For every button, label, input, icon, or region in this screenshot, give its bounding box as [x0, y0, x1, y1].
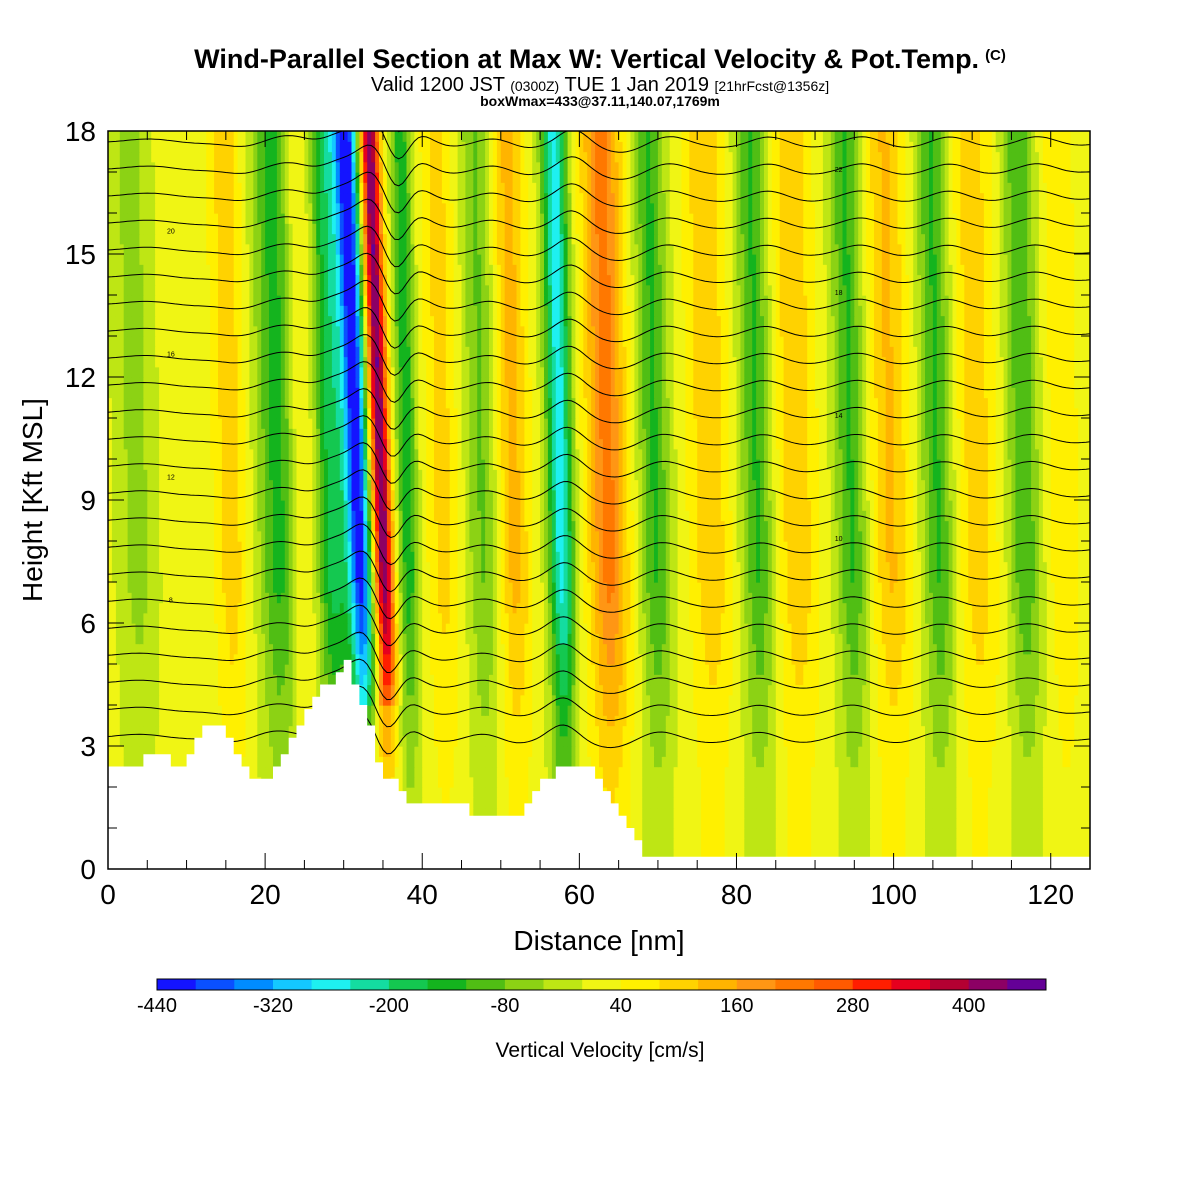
colorbar-swatch: [195, 979, 235, 990]
chart-title: Wind-Parallel Section at Max W: Vertical…: [194, 44, 1006, 74]
x-tick-label: 60: [564, 879, 595, 910]
x-tick-label: 20: [250, 879, 281, 910]
plot-area: 8 10 12 14 16 18 20 22: [108, 131, 1090, 869]
colorbar-label: Vertical Velocity [cm/s]: [496, 1039, 705, 1062]
colorbar-tick-label: -80: [490, 995, 519, 1017]
contour-label: 14: [835, 413, 843, 420]
theta-contours: [108, 131, 1090, 755]
theta-contour-line: [108, 685, 1090, 728]
x-tick-label: 120: [1027, 879, 1074, 910]
contour-labels: 8 10 12 14 16 18 20 22: [167, 167, 843, 605]
colorbar-tick-label: -200: [369, 995, 409, 1017]
theta-contour-line: [108, 144, 1090, 187]
colorbar-frame: [156, 978, 1047, 991]
colorbar-swatch: [466, 979, 506, 990]
theta-contour-line: [108, 334, 1090, 376]
theta-contour-line: [108, 523, 1090, 566]
colorbar-tick-label: -320: [253, 995, 293, 1017]
y-tick-label: 0: [80, 854, 96, 885]
vertical-velocity-field: [108, 131, 1090, 869]
colorbar-tick-label: 40: [610, 995, 632, 1017]
y-axis-label: Height [Kft MSL]: [17, 398, 48, 602]
colorbar-swatch: [504, 979, 545, 990]
axes: 0 20 40 60 80 100 120 0 3 6 9 12 15 18 Distance [nm] He…: [17, 116, 1091, 956]
valid-utc: (0300Z): [510, 78, 560, 94]
colorbar-swatch: [157, 979, 197, 990]
x-axis-label: Distance [nm]: [513, 925, 684, 956]
forecast-info: [21hrFcst@1356z]: [714, 78, 830, 94]
theta-contour-line: [108, 198, 1090, 241]
colorbar-tick-label: 400: [952, 995, 985, 1017]
colorbar-swatch: [582, 979, 622, 990]
theta-contour-line: [108, 442, 1090, 484]
y-tick-label: 18: [65, 116, 96, 147]
y-tick-label: 3: [80, 731, 96, 762]
colorbar-tick-label: 280: [836, 995, 869, 1017]
colorbar-swatch: [814, 979, 854, 990]
contour-label: 10: [835, 536, 843, 543]
theta-contour-line: [108, 550, 1090, 593]
colorbar-swatch: [311, 979, 351, 990]
theta-contour-line: [108, 225, 1090, 268]
theta-contour-line: [108, 658, 1090, 701]
colorbar-swatch: [234, 979, 274, 990]
x-tick-label: 80: [721, 879, 752, 910]
theta-contour-line: [108, 252, 1090, 295]
contour-label: 22: [835, 167, 843, 174]
y-tick-label: 12: [65, 362, 96, 393]
x-tick-label: 100: [870, 879, 917, 910]
colorbar-swatch: [891, 979, 931, 990]
colorbar-swatch: [736, 979, 776, 990]
x-tick-label: 40: [407, 879, 438, 910]
colorbar-tick-label: -440: [137, 995, 177, 1017]
theta-contour-line: [108, 631, 1090, 674]
colorbar-swatch: [1007, 979, 1047, 990]
colorbar-swatch: [427, 979, 467, 990]
y-tick-label: 9: [80, 485, 96, 516]
valid-date: TUE 1 Jan 2019: [564, 74, 709, 96]
theta-contour-line: [108, 307, 1090, 349]
theta-contour-line: [108, 171, 1090, 214]
contour-label: 18: [835, 290, 843, 297]
theta-contour-line: [108, 415, 1090, 457]
colorbar-swatch: [620, 979, 660, 990]
y-tick-label: 6: [80, 608, 96, 639]
copyright-mark: (C): [985, 47, 1006, 64]
theta-contour-line: [108, 604, 1090, 647]
colorbar-tick-label: 160: [720, 995, 753, 1017]
theta-contour-line: [108, 279, 1090, 322]
contour-label: 12: [167, 475, 175, 482]
colorbar-swatch: [273, 979, 313, 990]
theta-contour-line: [108, 712, 1090, 755]
colorbar-swatch: [775, 979, 815, 990]
contour-label: 16: [167, 352, 175, 359]
theta-contour-line: [108, 496, 1090, 539]
theta-contour-line: [108, 388, 1090, 430]
colorbar-swatch: [852, 979, 892, 990]
colorbar-swatch: [659, 979, 699, 990]
colorbar-swatch: [698, 979, 738, 990]
colorbar: -440 -320 -200 -80 40 160 280 400 Vertical Veloc…: [137, 978, 1047, 1062]
theta-contour-line: [108, 131, 1090, 160]
theta-contour-line: [396, 131, 402, 133]
theta-contour-line: [108, 469, 1090, 511]
y-tick-label: 15: [65, 239, 96, 270]
valid-time: Valid 1200 JST: [370, 74, 505, 96]
chart-subtitle: Valid 1200 JST (0300Z) TUE 1 Jan 2019 [2…: [0, 74, 1200, 97]
colorbar-swatch: [968, 979, 1008, 990]
x-tick-label: 0: [100, 879, 116, 910]
colorbar-swatch: [388, 979, 429, 990]
colorbar-swatch: [350, 979, 390, 990]
box-info: boxWmax=433@37.11,140.07,1769m: [480, 93, 720, 109]
theta-contour-line: [108, 361, 1090, 403]
theta-contour-line: [108, 577, 1090, 620]
colorbar-swatch: [930, 979, 970, 990]
colorbar-swatch: [543, 979, 583, 990]
terrain: [108, 659, 1090, 869]
contour-label: 20: [167, 229, 175, 236]
contour-label: 8: [169, 598, 173, 605]
